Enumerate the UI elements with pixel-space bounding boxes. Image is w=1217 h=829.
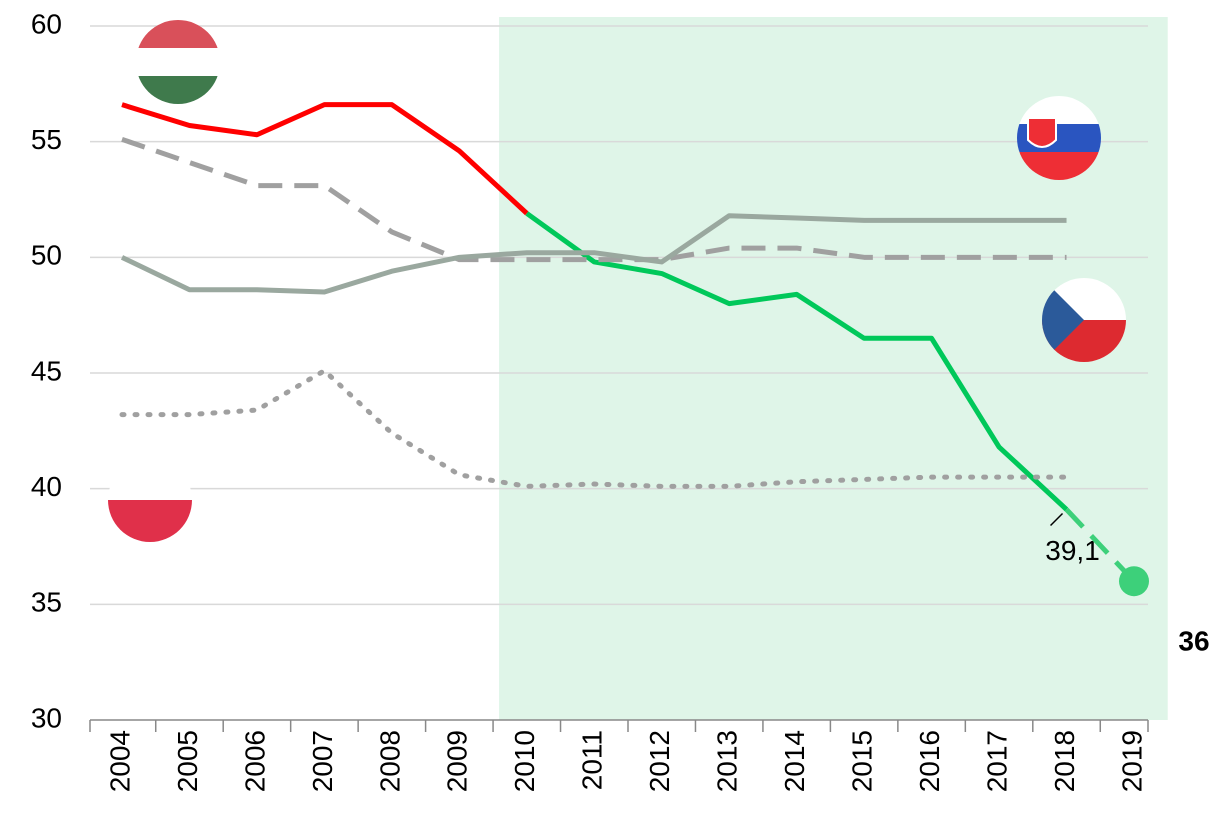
x-tick-label: 2014 <box>779 730 810 792</box>
series-line <box>120 213 1067 295</box>
x-tick-label: 2005 <box>172 730 203 792</box>
point-marker <box>1119 566 1149 597</box>
x-tick-label: 2006 <box>239 730 270 792</box>
y-tick-label: 45 <box>31 355 62 386</box>
x-tick-label: 2019 <box>1116 730 1147 792</box>
lines: 39,1 36 <box>119 102 1210 656</box>
flag-slovakia <box>1017 96 1101 180</box>
value-label: 36 <box>1178 625 1209 656</box>
y-tick-label: 30 <box>31 702 62 733</box>
x-tick-label: 2010 <box>509 730 540 792</box>
series-line <box>121 136 1067 263</box>
y-tick-label: 60 <box>31 8 62 39</box>
x-tick-label: 2016 <box>914 730 945 792</box>
x-tick-label: 2007 <box>307 730 338 792</box>
y-tick-label: 40 <box>31 471 62 502</box>
series-line <box>119 368 1070 489</box>
flag-hungary <box>136 20 220 104</box>
x-tick-label: 2011 <box>577 730 608 790</box>
flag-poland <box>108 458 192 542</box>
x-tick-label: 2009 <box>442 730 473 792</box>
y-tick-label: 35 <box>31 587 62 618</box>
x-tick-label: 2004 <box>104 730 135 792</box>
x-tick-label: 2013 <box>712 730 743 792</box>
y-tick-label: 55 <box>31 124 62 155</box>
x-tick-label: 2017 <box>981 730 1012 792</box>
y-tick-label: 50 <box>31 240 62 271</box>
series-line <box>525 211 1069 512</box>
label-leader <box>1050 512 1064 527</box>
flag-czech <box>1042 278 1126 362</box>
grid: 30 35 40 45 50 55 60 2004 2005 2006 2007 2008 2009 20… <box>31 8 1149 792</box>
x-tick-label: 2012 <box>644 730 675 792</box>
value-label: 39,1 <box>1045 535 1100 566</box>
x-tick-label: 2008 <box>374 730 405 792</box>
series-line <box>1064 507 1136 583</box>
series-line <box>121 102 529 216</box>
x-tick-label: 2015 <box>847 730 878 792</box>
x-tick-label: 2018 <box>1049 730 1080 792</box>
